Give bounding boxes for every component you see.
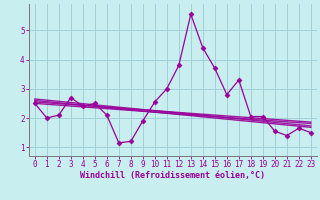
X-axis label: Windchill (Refroidissement éolien,°C): Windchill (Refroidissement éolien,°C) (80, 171, 265, 180)
